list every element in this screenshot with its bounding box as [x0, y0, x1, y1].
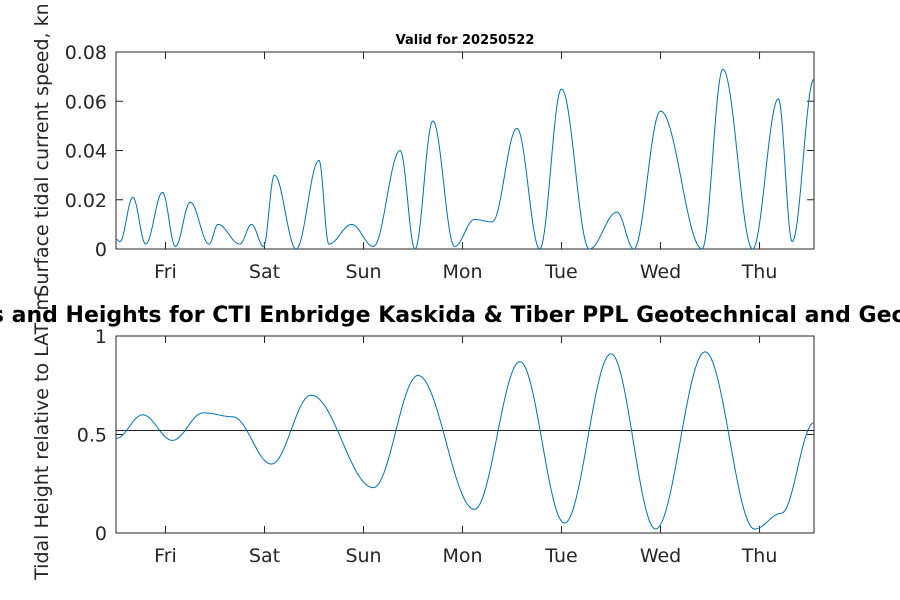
current-speed-xtick-label: Sat: [249, 261, 280, 283]
tidal-height-panel: Fri Sat Sun Mon Tue Wed Thu 0 0.5 1 Tidal Height …: [31, 292, 815, 581]
tidal-height-ylabel: Tidal Height relative to LAT, m: [31, 292, 53, 581]
tidal-height-xtick-label: Sat: [249, 545, 280, 567]
tidal-height-xtick-label: Fri: [154, 545, 177, 567]
tidal-height-axes-box: [115, 335, 815, 534]
current-speed-ticks: Fri Sat Sun Mon Tue Wed Thu 0 0.02 0.04 0.06 0.08: [65, 42, 814, 283]
tidal-height-xtick-label: Sun: [345, 545, 381, 567]
current-speed-xtick-label: Mon: [442, 261, 482, 283]
current-speed-ytick-label: 0.06: [65, 91, 107, 113]
current-speed-ylabel: Surface tidal current speed, kn: [31, 3, 53, 296]
tidal-height-series-line: [115, 351, 815, 530]
current-speed-xtick-label: Sun: [345, 261, 381, 283]
current-speed-ytick-label: 0.04: [65, 141, 107, 163]
current-speed-panel: Fri Sat Sun Mon Tue Wed Thu 0 0.02 0.04 0.06 0.08 V…: [31, 3, 815, 297]
tidal-height-ytick-label: 1: [95, 326, 107, 348]
tidal-height-xtick-label: Thu: [741, 545, 778, 567]
tidal-height-ticks: Fri Sat Sun Mon Tue Wed Thu 0 0.5 1: [77, 326, 814, 567]
tidal-height-ytick-label: 0.5: [77, 425, 107, 447]
current-speed-xtick-label: Tue: [544, 261, 577, 283]
current-speed-axes-box: [115, 51, 815, 250]
current-speed-series-line: [115, 68, 815, 250]
tidal-height-title: Tidal Currents and Heights for CTI Enbri…: [0, 303, 900, 328]
tidal-height-ytick-label: 0: [95, 523, 107, 545]
current-speed-xtick-label: Thu: [741, 261, 778, 283]
current-speed-title: Valid for 20250522: [396, 33, 535, 48]
current-speed-ytick-label: 0: [95, 239, 107, 261]
current-speed-xtick-label: Fri: [154, 261, 177, 283]
tidal-height-xtick-label: Tue: [544, 545, 577, 567]
tidal-height-xtick-label: Wed: [640, 545, 681, 567]
tidal-height-xtick-label: Mon: [442, 545, 482, 567]
current-speed-ytick-label: 0.08: [65, 42, 107, 64]
current-speed-xtick-label: Wed: [640, 261, 681, 283]
current-speed-ytick-label: 0.02: [65, 190, 107, 212]
